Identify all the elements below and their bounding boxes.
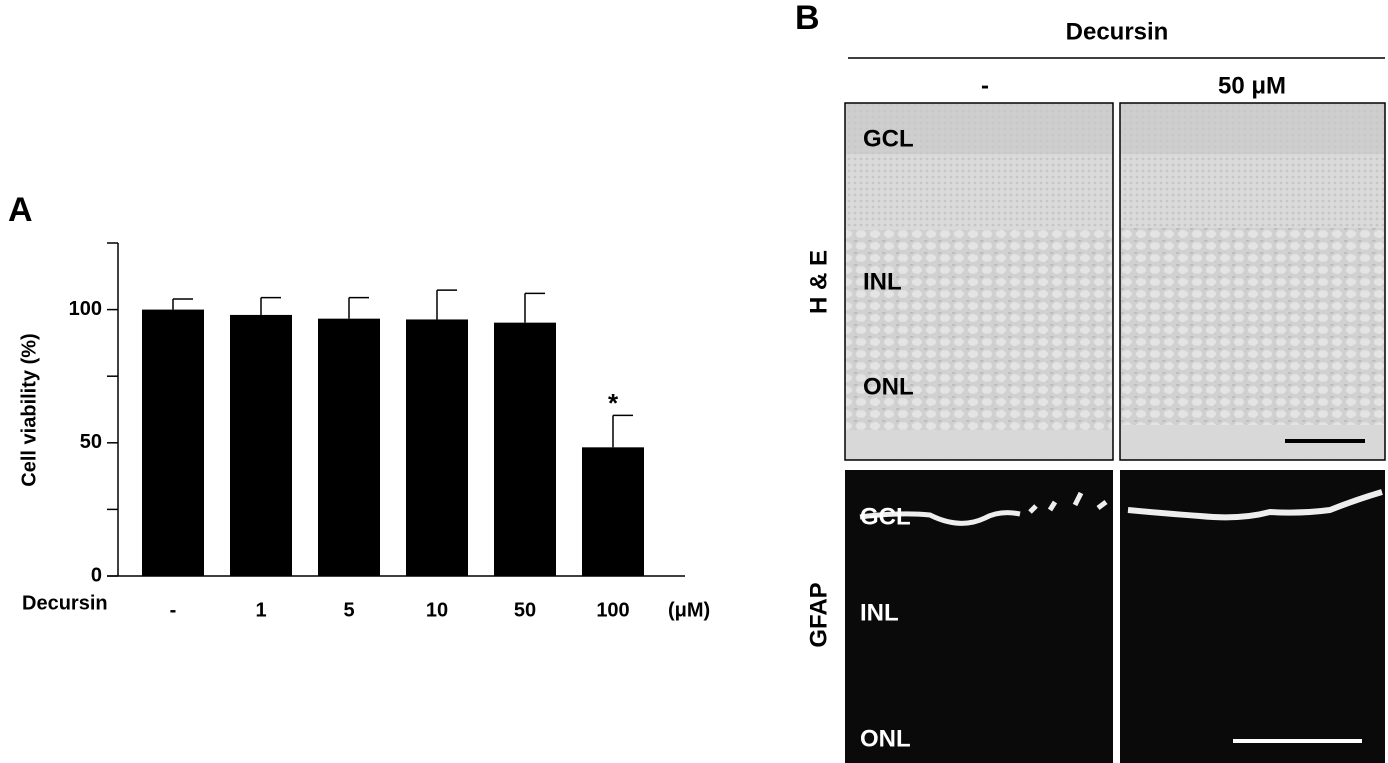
layer-label: ONL — [860, 725, 911, 752]
x-tick-label: 10 — [426, 599, 448, 621]
error-bar — [612, 414, 633, 448]
column-label: - — [981, 72, 989, 99]
layer-label: GCL — [860, 503, 911, 530]
error-bar — [260, 296, 281, 315]
x-unit: (μM) — [668, 599, 710, 621]
x-axis-label: Decursin — [22, 592, 108, 614]
x-tick-label: 5 — [343, 599, 354, 621]
column-label: 50 μM — [1218, 72, 1286, 99]
bar — [318, 318, 380, 576]
y-tick-label: 100 — [69, 298, 102, 320]
x-tick-label: 50 — [514, 599, 536, 621]
error-bar — [348, 296, 369, 319]
bar — [406, 319, 468, 576]
gfap-image — [1120, 470, 1385, 763]
layer-label: INL — [863, 268, 902, 295]
row-label: GFAP — [805, 582, 832, 647]
y-tick-label: 0 — [91, 564, 102, 586]
gfap-image — [845, 470, 1113, 763]
bar — [582, 447, 644, 576]
y-tick-label: 50 — [80, 431, 102, 453]
bar — [494, 322, 556, 576]
panel-label: B — [795, 0, 820, 37]
layer-label: GCL — [863, 125, 914, 152]
significance-label: * — [608, 388, 619, 418]
error-bar — [172, 298, 193, 310]
row-label: H & E — [805, 250, 832, 314]
error-bar — [436, 289, 457, 320]
layer-label: INL — [860, 599, 899, 626]
y-axis-label: Cell viability (%) — [18, 333, 40, 486]
he-image — [1119, 102, 1386, 461]
x-tick-label: 1 — [255, 599, 266, 621]
panel-label: A — [8, 191, 33, 229]
he-image — [844, 102, 1114, 461]
bar — [230, 314, 292, 576]
x-tick-label: - — [170, 599, 177, 621]
layer-label: ONL — [863, 373, 914, 400]
error-bar — [524, 292, 545, 323]
treatment-label: Decursin — [1066, 18, 1169, 45]
bar — [142, 309, 204, 576]
x-tick-label: 100 — [596, 599, 629, 621]
